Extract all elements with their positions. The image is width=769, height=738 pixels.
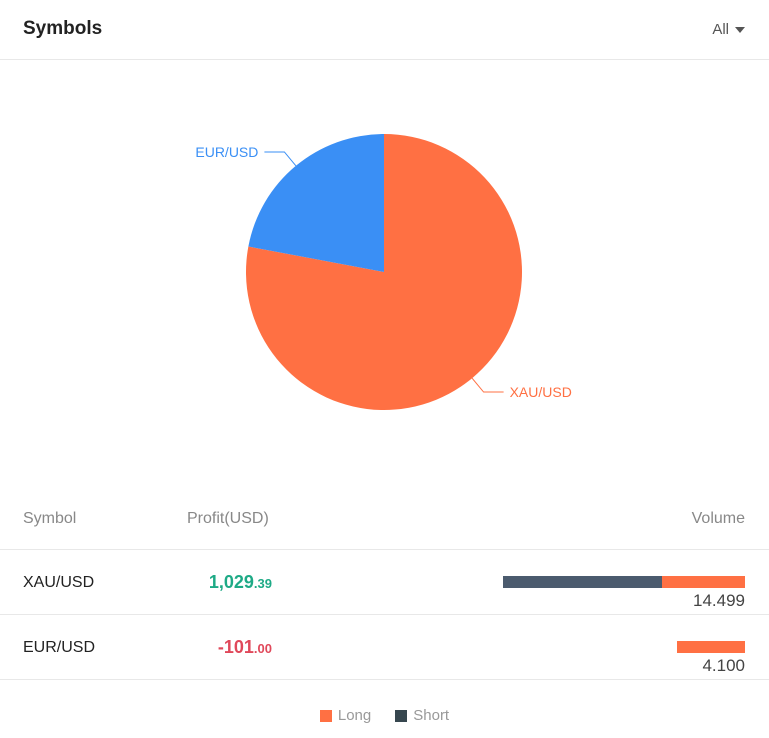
pie-leader-line bbox=[471, 377, 504, 393]
header-symbol: Symbol bbox=[23, 510, 77, 527]
symbols-table: Symbol Profit(USD) Volume XAU/USD 1,029.… bbox=[0, 486, 769, 680]
row-symbol: EUR/USD bbox=[23, 639, 96, 656]
volume-bar bbox=[676, 641, 745, 653]
pie-label: XAU/USD bbox=[510, 384, 572, 400]
legend-item-short[interactable]: Short bbox=[395, 707, 449, 724]
profit-decimal: .00 bbox=[253, 641, 272, 656]
table-header: Symbol Profit(USD) Volume bbox=[0, 486, 769, 550]
volume-bar-long bbox=[676, 641, 745, 653]
legend-label-long: Long bbox=[337, 707, 372, 724]
row-volume: 14.499 bbox=[693, 591, 745, 610]
table-row[interactable]: EUR/USD -101.00 4.100 bbox=[0, 615, 769, 680]
pie-leader-line bbox=[264, 151, 297, 167]
pie-slice-eur-usd[interactable] bbox=[248, 134, 384, 272]
profit-integer: 1,029 bbox=[208, 572, 254, 592]
legend-item-long[interactable]: Long bbox=[319, 707, 372, 724]
volume-bar-short bbox=[503, 576, 662, 588]
panel-title: Symbols bbox=[23, 18, 103, 39]
legend-swatch-long bbox=[319, 709, 332, 722]
filter-label: All bbox=[712, 21, 729, 38]
chart-legend: Long Short bbox=[0, 707, 769, 724]
volume-bar bbox=[503, 576, 745, 588]
caret-down-icon bbox=[735, 26, 745, 33]
header-volume: Volume bbox=[691, 510, 745, 527]
table-row[interactable]: XAU/USD 1,029.39 14.499 bbox=[0, 550, 769, 615]
profit-integer: -101 bbox=[217, 637, 254, 657]
symbols-pie-chart: XAU/USD EUR/USD bbox=[195, 134, 572, 410]
row-profit: -101.00 bbox=[218, 637, 272, 658]
row-symbol: XAU/USD bbox=[23, 574, 95, 591]
symbol-filter-dropdown[interactable]: All bbox=[712, 21, 745, 38]
legend-swatch-short bbox=[395, 709, 408, 722]
profit-decimal: .39 bbox=[253, 576, 272, 591]
row-volume: 4.100 bbox=[702, 656, 745, 675]
header-profit: Profit(USD) bbox=[187, 510, 269, 527]
legend-label-short: Short bbox=[413, 707, 450, 724]
panel-header: Symbols All bbox=[0, 0, 769, 60]
row-profit: 1,029.39 bbox=[209, 572, 272, 593]
pie-label: EUR/USD bbox=[195, 144, 258, 160]
volume-bar-long bbox=[661, 576, 745, 588]
